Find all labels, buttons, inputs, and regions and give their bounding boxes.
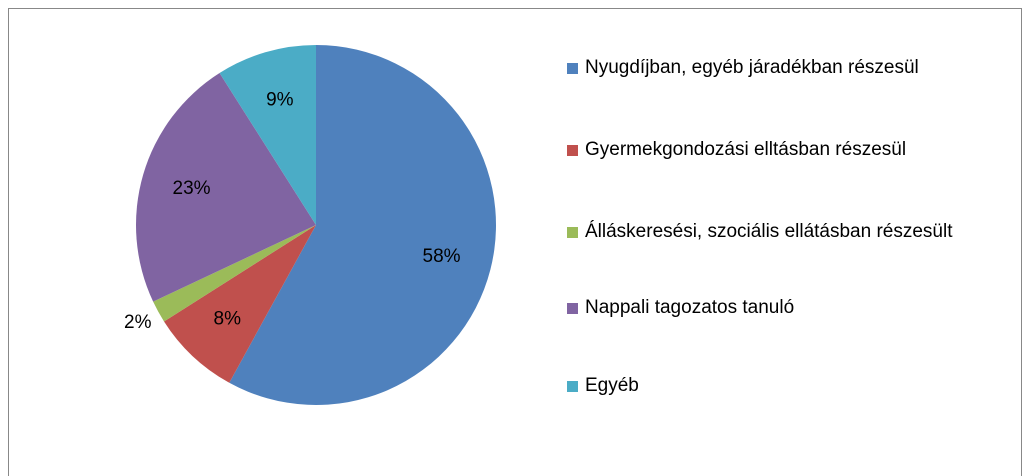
data-label: 9% <box>266 90 294 111</box>
legend-item: Nappali tagozatos tanuló <box>567 293 957 323</box>
legend-item: Egyéb <box>567 371 957 401</box>
legend-swatch <box>567 145 578 156</box>
legend-item: Gyermekgondozási elltásban részesül <box>567 135 957 165</box>
legend-swatch <box>567 303 578 314</box>
legend-swatch <box>567 227 578 238</box>
legend-item: Álláskeresési, szociális ellátásban rész… <box>567 217 957 247</box>
legend-swatch <box>567 381 578 392</box>
data-label: 8% <box>214 308 242 329</box>
legend-swatch <box>567 63 578 74</box>
chart-frame <box>8 8 1022 476</box>
data-label: 23% <box>173 178 211 199</box>
pie-slice <box>153 225 316 322</box>
legend-item: Nyugdíjban, egyéb járadékban részesül <box>567 53 957 83</box>
pie-slice <box>164 225 316 383</box>
pie-area: 58% 8% 2% 23% 9% <box>124 45 496 405</box>
legend-label: Nappali tagozatos tanuló <box>585 297 795 318</box>
legend-label: Nyugdíjban, egyéb járadékban részesül <box>585 57 919 78</box>
legend-label: Egyéb <box>585 375 639 396</box>
data-label: 58% <box>423 246 461 267</box>
pie-slice <box>136 73 316 302</box>
pie-slice <box>229 45 496 405</box>
legend-label: Gyermekgondozási elltásban részesül <box>585 139 907 160</box>
pie-slice <box>219 45 316 225</box>
legend-label: Álláskeresési, szociális ellátásban rész… <box>585 221 953 242</box>
data-label: 2% <box>124 312 152 333</box>
